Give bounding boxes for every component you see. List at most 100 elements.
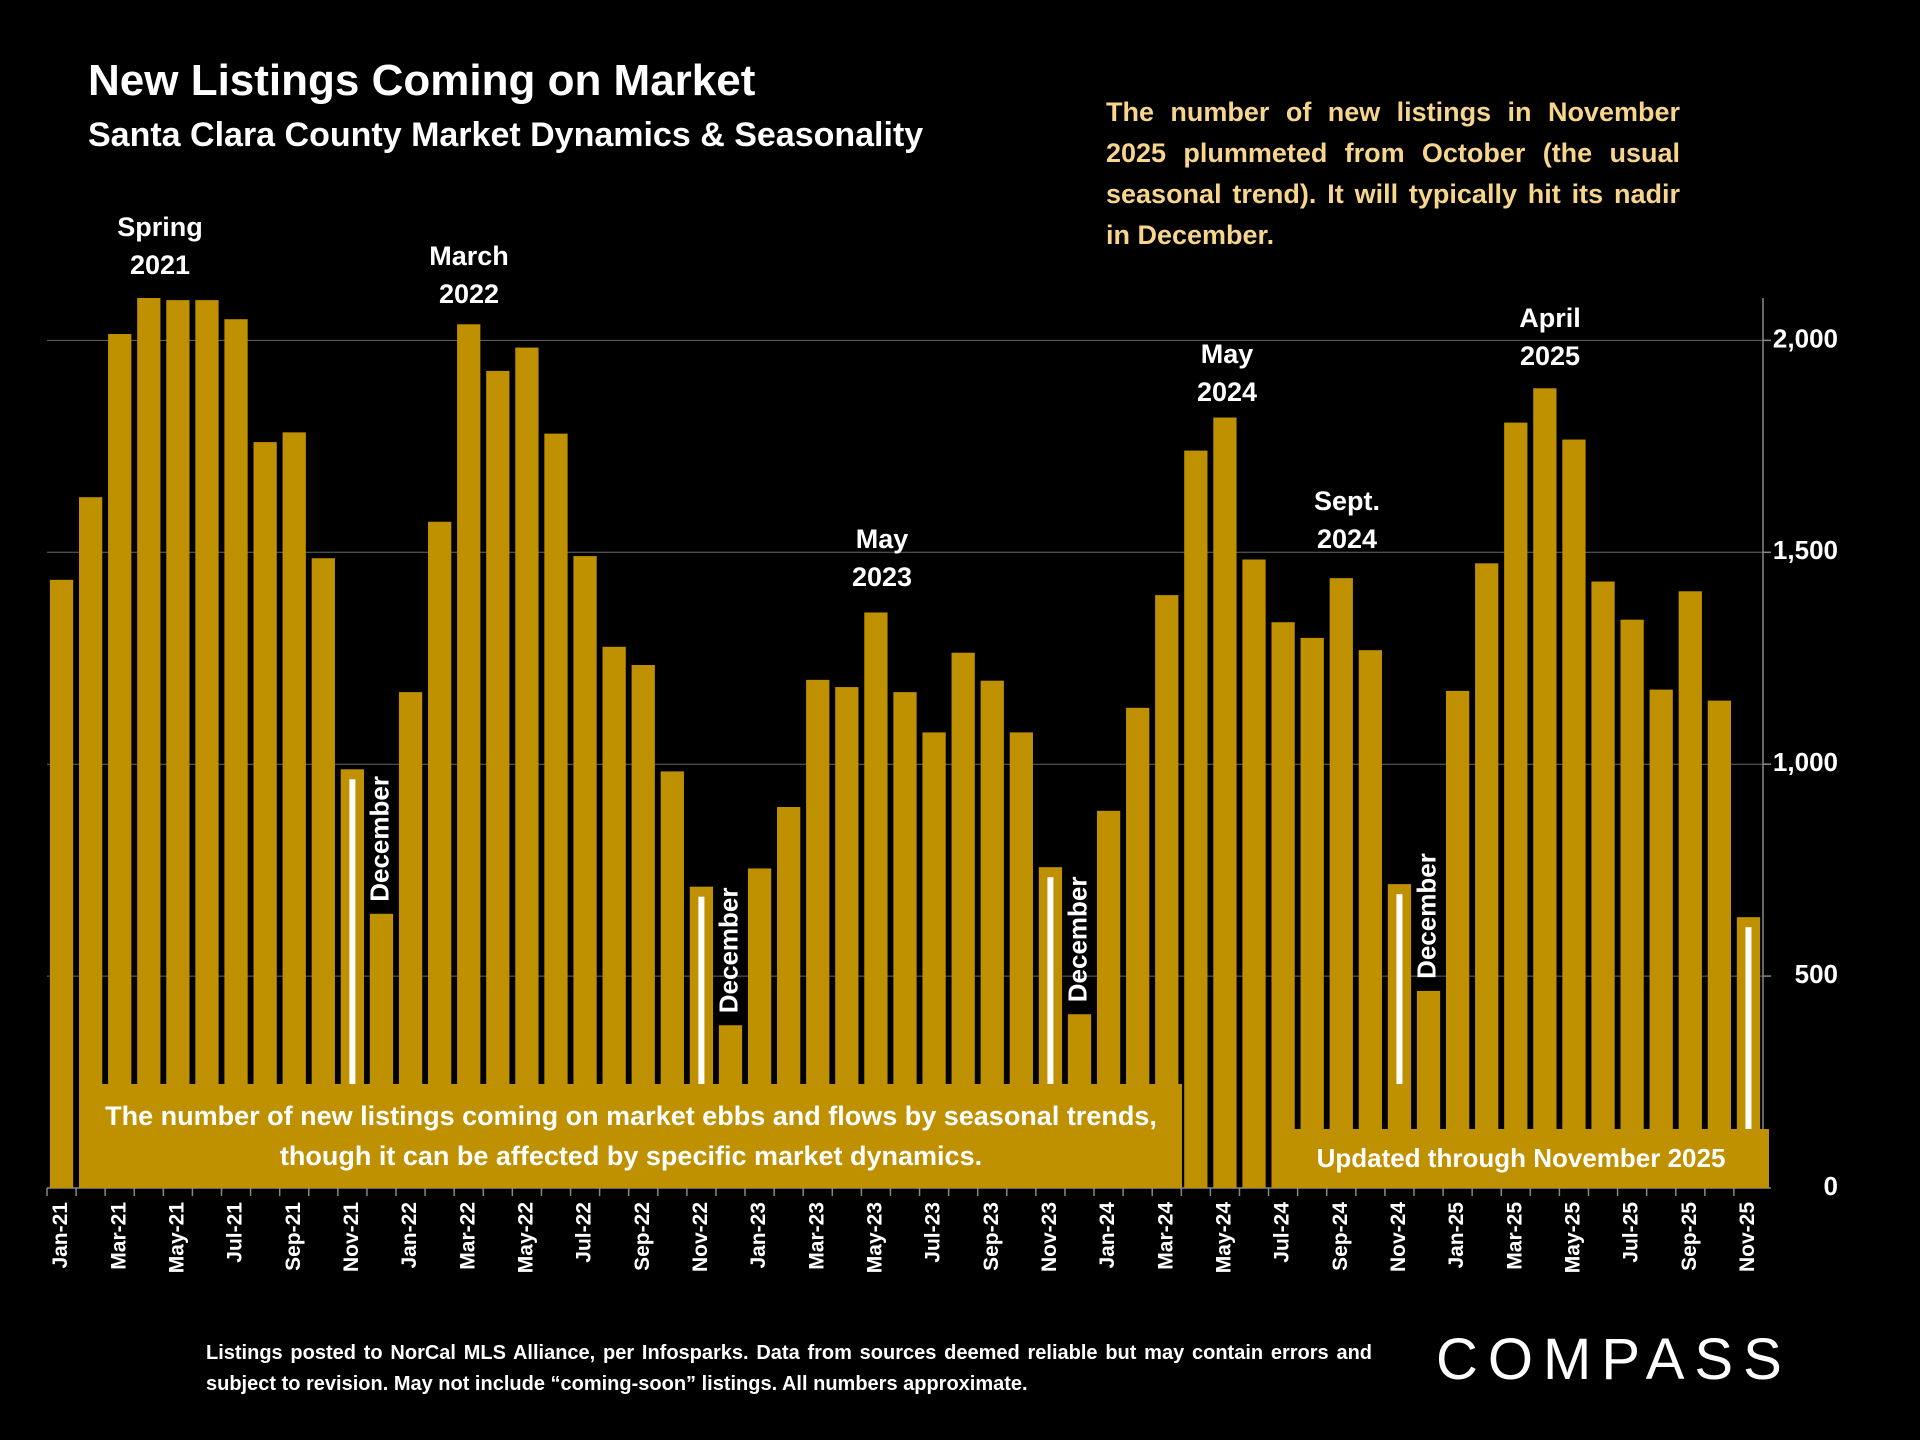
x-tick-label: Nov-25: [1736, 1202, 1759, 1272]
annotation: May 2024: [1197, 339, 1257, 407]
x-tick-label: May-24: [1212, 1202, 1235, 1274]
x-tick-label: Sep-24: [1329, 1202, 1352, 1271]
bar: [806, 679, 830, 1188]
y-tick-label: 0: [1824, 1171, 1838, 1201]
annotation: Sept. 2024: [1314, 486, 1380, 554]
nov-highlight: [698, 896, 705, 1084]
updated-box: Updated through November 2025: [1273, 1129, 1769, 1188]
period-label: December: [713, 888, 743, 1014]
bar: [544, 433, 568, 1189]
brand-logo: COMPASS: [1436, 1327, 1792, 1392]
bar: [951, 652, 975, 1188]
bar: [311, 558, 335, 1188]
bar: [224, 319, 248, 1188]
bar: [1300, 637, 1324, 1188]
bar: [486, 370, 510, 1188]
bar: [1504, 422, 1528, 1189]
annotation: May 2023: [852, 524, 912, 592]
bar: [1184, 450, 1208, 1189]
x-tick-label: Sep-25: [1678, 1202, 1701, 1271]
x-tick-label: May-21: [165, 1202, 188, 1274]
nov-highlight: [1396, 894, 1403, 1084]
bar: [282, 432, 306, 1188]
x-tick-label: Nov-23: [1038, 1202, 1061, 1272]
bar: [835, 687, 859, 1188]
bar: [1009, 732, 1033, 1188]
nov-highlight: [1745, 927, 1752, 1178]
annotation: Spring 2021: [117, 212, 203, 280]
annotation: March 2022: [429, 241, 509, 309]
bar: [1533, 388, 1557, 1188]
x-tick-label: Sep-21: [282, 1202, 305, 1271]
bar: [1620, 619, 1644, 1188]
bar: [1649, 689, 1673, 1188]
bar: [398, 692, 423, 1188]
bar: [864, 612, 888, 1188]
bar: [1562, 439, 1586, 1188]
updated-label: Updated through November 2025: [1316, 1143, 1726, 1173]
bar: [78, 497, 103, 1188]
bar: [922, 732, 946, 1188]
bar: [1358, 650, 1382, 1188]
bar: [108, 334, 132, 1188]
x-tick-label: Mar-25: [1503, 1202, 1526, 1270]
x-tick-label: Jul-24: [1271, 1202, 1294, 1263]
x-tick-label: Nov-24: [1387, 1202, 1410, 1272]
bar: [1242, 559, 1266, 1188]
nov-highlight: [1047, 877, 1054, 1084]
bar: [1155, 595, 1179, 1188]
x-tick-label: Sep-23: [980, 1202, 1003, 1271]
bar: [457, 324, 481, 1188]
bar: [573, 556, 597, 1188]
bar: [195, 300, 219, 1189]
x-tick-label: Jan-21: [49, 1202, 72, 1269]
x-tick-label: Jul-21: [224, 1202, 247, 1263]
chart-subtitle: Santa Clara County Market Dynamics & Sea…: [88, 116, 924, 154]
period-label: December: [1062, 877, 1092, 1003]
bar: [137, 298, 161, 1188]
bar: [1126, 707, 1150, 1188]
x-tick-label: Jul-22: [573, 1202, 596, 1263]
bar: [1329, 578, 1353, 1188]
y-tick-label: 1,500: [1773, 535, 1838, 565]
y-tick-label: 2,000: [1773, 323, 1838, 353]
bar: [1475, 563, 1499, 1188]
source-note: Listings posted to NorCal MLS Alliance, …: [206, 1342, 1372, 1395]
x-tick-label: Mar-22: [456, 1202, 479, 1270]
bar: [166, 300, 190, 1189]
bar: [49, 579, 74, 1188]
x-tick-label: Mar-21: [107, 1202, 130, 1270]
bar: [253, 442, 277, 1189]
y-tick-label: 500: [1795, 959, 1838, 989]
x-tick-label: Nov-21: [340, 1202, 363, 1272]
y-tick-label: 1,000: [1773, 747, 1838, 777]
chart-title: New Listings Coming on Market: [88, 56, 756, 105]
bar: [428, 521, 452, 1188]
x-tick-label: Mar-23: [805, 1202, 828, 1270]
x-tick-label: Jul-23: [922, 1202, 945, 1263]
x-tick-label: Sep-22: [631, 1202, 654, 1271]
caption: The number of new listings coming on mar…: [105, 1101, 1157, 1171]
bar: [1678, 591, 1702, 1188]
bar: [660, 771, 684, 1188]
nov-highlight: [349, 779, 356, 1084]
x-tick-label: Nov-22: [689, 1202, 712, 1272]
bar: [893, 692, 917, 1188]
caption-box: The number of new listings coming on mar…: [80, 1084, 1182, 1188]
bar: [515, 347, 539, 1189]
x-tick-label: Jan-25: [1445, 1202, 1468, 1269]
x-tick-label: Jul-25: [1620, 1202, 1643, 1263]
bar: [1707, 700, 1732, 1188]
bar: [631, 665, 655, 1188]
x-tick-label: Jan-24: [1096, 1202, 1119, 1269]
note: The number of new listings in November 2…: [1106, 97, 1680, 250]
bar: [980, 680, 1004, 1188]
bar: [602, 646, 626, 1188]
bar: [1271, 622, 1295, 1188]
bar: [1213, 417, 1237, 1188]
x-tick-label: Jan-23: [747, 1202, 770, 1269]
x-tick-label: May-25: [1561, 1202, 1584, 1274]
x-tick-label: Mar-24: [1154, 1202, 1177, 1270]
